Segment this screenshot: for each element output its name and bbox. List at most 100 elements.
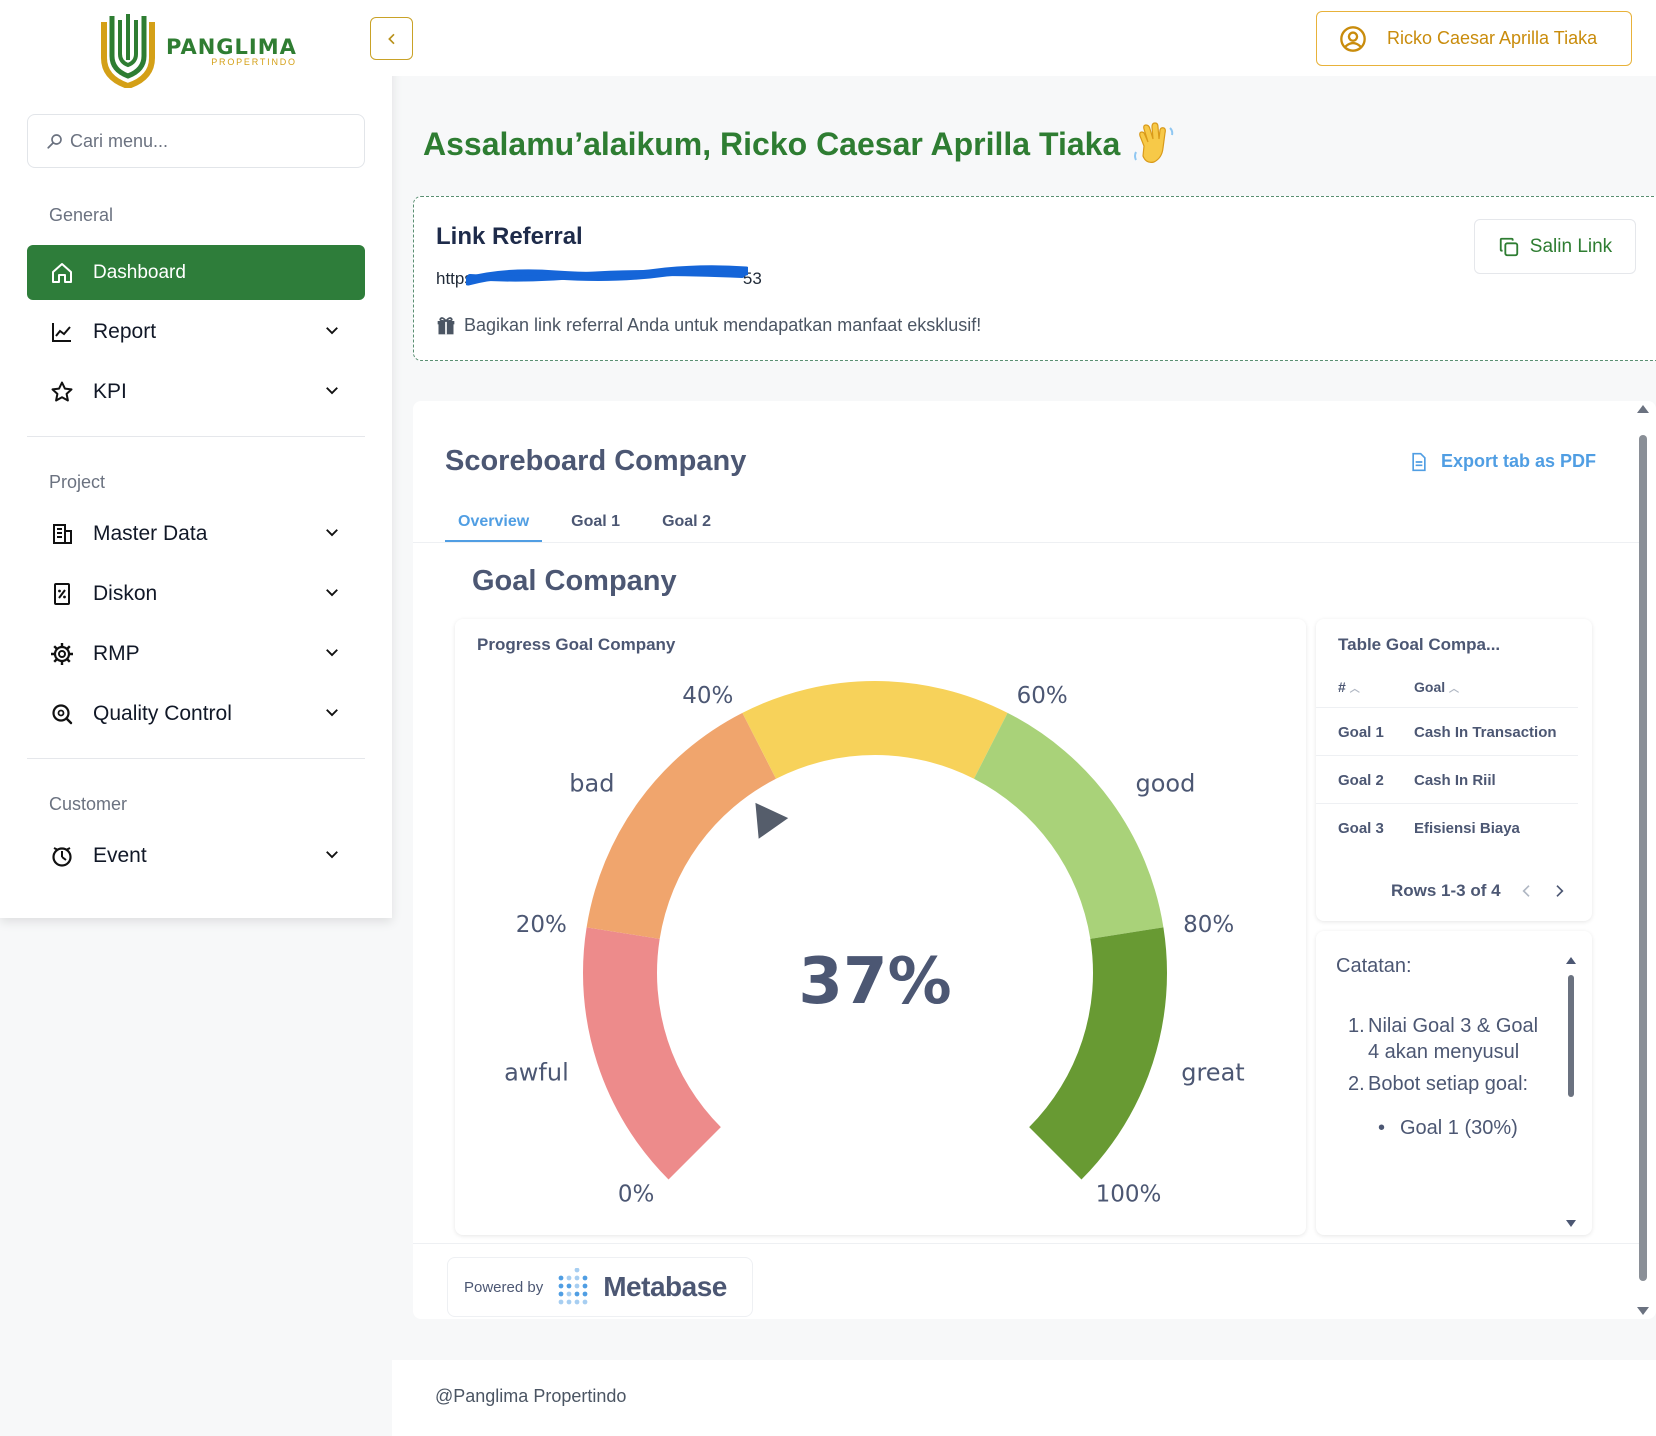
gauge-pointer — [751, 797, 795, 845]
chevron-right-icon[interactable] — [1551, 882, 1567, 900]
gauge-segment-great — [1029, 927, 1167, 1180]
export-pdf-button[interactable]: Export tab as PDF — [1409, 451, 1596, 472]
table-row[interactable]: Goal 1 Cash In Transaction — [1316, 707, 1578, 755]
gauge-tick-label: 20% — [516, 912, 567, 938]
table-row[interactable]: Goal 3 Efisiensi Biaya — [1316, 803, 1578, 851]
section-project: Project — [49, 472, 106, 492]
redaction-scribble — [466, 265, 748, 286]
document-icon — [1412, 452, 1426, 471]
greeting-heading: Assalamu’alaikum, Ricko Caesar Aprilla T… — [423, 122, 1176, 166]
gauge-value: 37% — [798, 945, 951, 1019]
search-icon — [47, 134, 62, 149]
sidebar-item-dashboard[interactable]: Dashboard — [27, 245, 365, 300]
powered-by-badge[interactable]: Powered by Metabase — [447, 1257, 753, 1317]
gauge-tick-label: 40% — [682, 683, 733, 709]
list-item: 1. Nilai Goal 3 & Goal 4 akan menyusul — [1348, 1015, 1539, 1063]
sidebar-item-report[interactable]: Report — [27, 304, 365, 359]
sidebar-item-label: Quality Control — [93, 701, 232, 725]
column-header-number[interactable]: # ︿ — [1338, 679, 1360, 695]
gauge-tick-label: 0% — [618, 1182, 655, 1208]
gauge-segment-label: great — [1181, 1059, 1244, 1087]
table-cell: Cash In Transaction — [1414, 724, 1557, 741]
tabs-divider — [413, 542, 1643, 543]
goal-table-card: Table Goal Compa... # ︿ Goal ︿ Goal 1 Ca… — [1316, 619, 1592, 921]
chevron-down-icon[interactable] — [323, 321, 341, 339]
sidebar-item-event[interactable]: Event — [27, 828, 365, 883]
export-pdf-label: Export tab as PDF — [1441, 451, 1597, 471]
table-title: Table Goal Compa... — [1338, 635, 1501, 654]
referral-card: Link Referral https 53 Bagikan link refer… — [413, 196, 1656, 361]
chevron-down-icon[interactable] — [323, 583, 341, 601]
dashboard-tabs: Overview Goal 1 Goal 2 — [445, 501, 753, 543]
sidebar-item-diskon[interactable]: Diskon — [27, 566, 365, 621]
column-header-goal[interactable]: Goal ︿ — [1414, 679, 1459, 695]
page-scrollbar[interactable] — [1635, 405, 1651, 1315]
gear-icon — [49, 641, 75, 667]
sidebar-item-kpi[interactable]: KPI — [27, 364, 365, 419]
gauge-segment-label: bad — [569, 770, 614, 798]
column-header-label: Goal — [1414, 679, 1446, 695]
sidebar-item-label: Diskon — [93, 581, 158, 605]
table-pagination: Rows 1-3 of 4 — [1391, 881, 1567, 901]
search-check-icon — [49, 701, 75, 727]
referral-note: Bagikan link referral Anda untuk mendapa… — [436, 315, 981, 336]
chevron-down-icon[interactable] — [323, 643, 341, 661]
waving-hand-icon — [1134, 122, 1174, 163]
brand-logo[interactable]: PANGLIMA PROPERTINDO — [98, 14, 297, 88]
copy-link-label: Salin Link — [1529, 235, 1613, 257]
chevron-down-icon[interactable] — [323, 381, 341, 399]
line-chart-icon — [49, 319, 75, 345]
referral-note-text: Bagikan link referral Anda untuk mendapa… — [464, 315, 982, 335]
chevron-down-icon[interactable] — [323, 703, 341, 721]
user-circle-icon — [1340, 25, 1366, 52]
table-cell: Cash In Riil — [1414, 772, 1496, 789]
section-customer: Customer — [49, 794, 128, 814]
sidebar-item-label: RMP — [93, 641, 140, 665]
note-text: Bobot setiap goal: — [1368, 1073, 1529, 1095]
list-item: 2. Bobot setiap goal: — [1348, 1073, 1529, 1095]
gauge-segment-mid — [742, 681, 1008, 779]
sidebar-item-rmp[interactable]: RMP — [27, 626, 365, 681]
footer-divider — [413, 1243, 1643, 1244]
table-cell: Goal 2 — [1338, 772, 1384, 789]
referral-title: Link Referral — [436, 223, 583, 250]
sidebar-item-master-data[interactable]: Master Data — [27, 506, 365, 561]
notes-scrollbar[interactable] — [1566, 957, 1576, 1227]
copy-icon — [1499, 237, 1518, 256]
tab-overview[interactable]: Overview — [445, 501, 543, 543]
metabase-logo-icon — [558, 1268, 588, 1305]
tab-goal-1[interactable]: Goal 1 — [571, 513, 621, 530]
chevron-down-icon[interactable] — [323, 845, 341, 863]
gauge-segment-label: awful — [504, 1059, 569, 1087]
pagination-label: Rows 1-3 of 4 — [1391, 881, 1501, 900]
sidebar-item-label: Report — [93, 319, 157, 343]
table-row[interactable]: Goal 2 Cash In Riil — [1316, 755, 1578, 803]
gauge-tick-label: 60% — [1017, 683, 1068, 709]
section-general: General — [49, 205, 114, 225]
building-icon — [49, 521, 75, 547]
greeting-text: Assalamu’alaikum, Ricko Caesar Aprilla T… — [423, 125, 1121, 162]
powered-by-label: Powered by — [464, 1278, 544, 1296]
user-profile-button[interactable]: Ricko Caesar Aprilla Tiaka — [1316, 11, 1632, 66]
sidebar-item-label: Dashboard — [93, 261, 186, 283]
star-icon — [49, 379, 75, 405]
gauge-title: Progress Goal Company — [477, 635, 676, 654]
sidebar-item-label: Master Data — [93, 521, 208, 545]
list-item: • Goal 1 (30%) — [1378, 1117, 1518, 1139]
user-name: Ricko Caesar Aprilla Tiaka — [1387, 28, 1598, 48]
gauge-tick-label: 100% — [1096, 1182, 1162, 1208]
metabase-brand: Metabase — [603, 1271, 727, 1302]
copy-link-button[interactable]: Salin Link — [1474, 219, 1636, 274]
menu-search-input[interactable]: Cari menu... — [27, 114, 365, 168]
sidebar-item-quality-control[interactable]: Quality Control — [27, 686, 365, 741]
collapse-sidebar-button[interactable] — [370, 17, 413, 60]
chevron-down-icon[interactable] — [323, 523, 341, 541]
table-cell: Goal 1 — [1338, 724, 1384, 741]
chevron-left-icon[interactable] — [1519, 882, 1535, 900]
note-text: Nilai Goal 3 & Goal 4 akan menyusul — [1368, 1015, 1539, 1063]
sort-up-icon: ︿ — [1349, 684, 1360, 695]
tab-goal-2[interactable]: Goal 2 — [662, 513, 711, 530]
notes-title: Catatan: — [1336, 955, 1412, 977]
table-cell: Goal 3 — [1338, 820, 1384, 837]
home-icon — [49, 260, 75, 286]
